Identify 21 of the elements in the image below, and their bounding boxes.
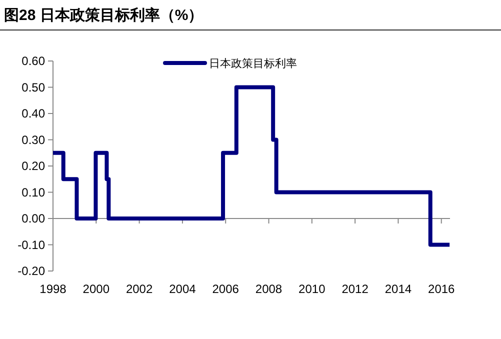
y-tick-label: 0.00: [22, 212, 46, 226]
y-tick-label: -0.20: [18, 264, 46, 278]
x-tick-label: 2016: [428, 282, 456, 296]
x-tick-label: 2008: [255, 282, 282, 296]
y-tick-label: 0.20: [22, 159, 46, 173]
x-tick-label: 2010: [298, 282, 326, 296]
x-tick-label: 2000: [82, 282, 110, 296]
chart-title: 图28 日本政策目标利率（%）: [4, 6, 204, 24]
x-tick-label: 2002: [126, 282, 153, 296]
x-tick-label: 2014: [384, 282, 412, 296]
y-tick-label: 0.30: [22, 132, 46, 147]
x-tick-label: 2012: [342, 282, 369, 296]
x-tick-label: 2006: [212, 282, 240, 296]
y-tick-label: -0.10: [18, 238, 46, 252]
y-tick-label: 0.10: [22, 185, 46, 200]
legend-label: 日本政策目标利率: [209, 57, 297, 70]
y-tick-label: 0.60: [22, 54, 46, 68]
x-tick-label: 1998: [40, 282, 67, 296]
x-tick-label: 2004: [169, 282, 196, 296]
y-tick-label: 0.50: [22, 80, 46, 94]
y-tick-label: 0.40: [22, 106, 46, 120]
